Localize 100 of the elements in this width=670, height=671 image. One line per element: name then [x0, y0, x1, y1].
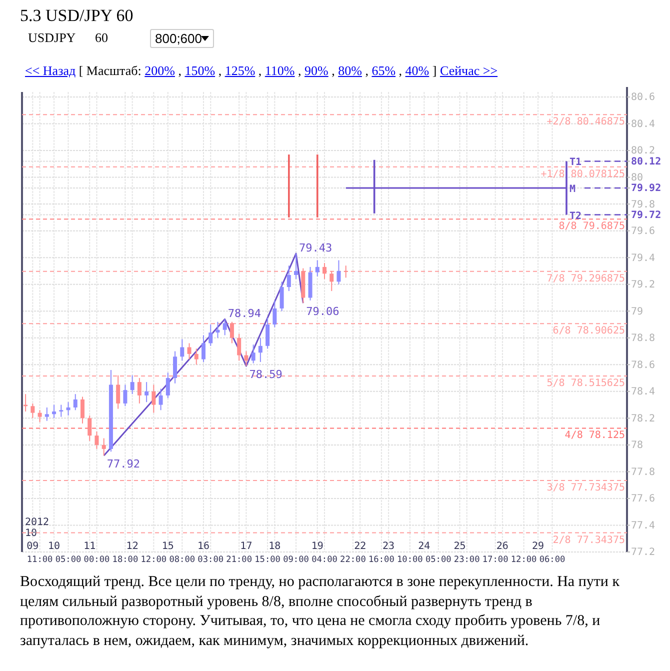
- text: ,: [258, 63, 262, 78]
- candlestick: [237, 333, 242, 362]
- text: Восходящий тренд. Все цели по тренду, но располагаются в зоне перекупленности. На пути к целям сильный разворотный уровень 8/8, вполне способный развернуть тренд в противоположную сторону. Учитывая, то, что цена не смогла сходу пробить уровень 7/8, и запуталась в нем, ожидаем, как минимум, значимых коррекционных движений.: [20, 573, 620, 650]
- x-tick-label: 03:00: [198, 555, 224, 565]
- candlestick: [116, 374, 120, 410]
- annotation: 10: [25, 528, 38, 539]
- x-tick-label: 04:00: [312, 555, 338, 565]
- candlestick: [59, 404, 64, 418]
- y-tick-label: 77.2: [631, 547, 656, 558]
- candlestick: [187, 342, 192, 360]
- text: [ Масштаб:: [78, 63, 142, 78]
- ref-line-label: 3/8 77.734375: [546, 482, 625, 494]
- candlestick: [322, 262, 326, 280]
- text: ,: [365, 63, 368, 78]
- y-tick-label: 80.12: [631, 156, 662, 168]
- candlestick: [336, 260, 341, 285]
- ref-line-label: 7/8 79.296875: [546, 273, 625, 284]
- ref-line-label: 5/8 78.515625: [546, 378, 625, 389]
- ref-line-label: +2/8 80.46875: [546, 116, 625, 128]
- candlestick: [44, 406, 49, 422]
- y-tick-label: 78.2: [631, 413, 656, 424]
- ref-line-label: M: [570, 184, 576, 195]
- candlestick: [330, 270, 334, 292]
- candlestick: [222, 318, 227, 336]
- text: 200%: [144, 63, 175, 78]
- candlestick: [202, 334, 206, 362]
- text: 65%: [372, 63, 396, 78]
- ref-line-label: 2/8 77.34375: [552, 534, 625, 546]
- candlestick: [158, 388, 163, 411]
- data-label: 78.59: [249, 368, 282, 381]
- y-tick-label: 79.92: [631, 183, 662, 194]
- x-tick-label: 24: [418, 541, 430, 552]
- y-tick-label: 77.4: [631, 520, 656, 532]
- text: USDJPY: [28, 30, 76, 46]
- x-tick-label: 23:00: [454, 555, 480, 565]
- candlestick: [244, 350, 248, 366]
- ref-line-label: 8/8 79.6875: [558, 221, 625, 232]
- x-tick-label: 00:00: [84, 555, 110, 565]
- x-tick-label: 17: [240, 541, 252, 552]
- x-tick-label: 05:00: [55, 555, 82, 565]
- candlestick: [94, 431, 99, 450]
- x-tick-label: 15:00: [254, 555, 280, 565]
- x-tick-label: 17:00: [482, 555, 508, 565]
- candlestick: [30, 402, 35, 419]
- x-tick-label: 16: [197, 541, 210, 552]
- candlestick: [137, 378, 142, 404]
- x-tick-label: 16:00: [368, 555, 394, 565]
- y-tick-label: 77.6: [631, 494, 656, 505]
- text: 90%: [304, 63, 328, 78]
- candlestick: [272, 300, 277, 328]
- dropdown-field: 800;600: [150, 29, 214, 48]
- candlestick: [208, 324, 213, 346]
- candlestick: [294, 253, 298, 280]
- x-tick-label: 19: [311, 541, 324, 552]
- candlestick: [80, 396, 84, 424]
- text: 125%: [224, 63, 256, 78]
- candlestick: [130, 374, 134, 395]
- y-tick-label: 78.4: [631, 386, 656, 398]
- x-tick-label: 12: [126, 541, 138, 552]
- x-tick-label: 22: [354, 541, 366, 552]
- candlestick: [66, 402, 70, 416]
- candlestick: [180, 338, 184, 362]
- x-tick-label: 09: [26, 541, 39, 552]
- candlestick: [280, 281, 284, 312]
- candlestick: [194, 348, 198, 366]
- candlestick: [315, 260, 320, 277]
- y-tick-label: 80.2: [631, 146, 656, 157]
- x-tick-label: 06:00: [539, 555, 566, 565]
- x-tick-label: 08:00: [169, 555, 196, 565]
- candlestick: [73, 394, 78, 411]
- x-tick-label: 05:00: [425, 555, 452, 565]
- text: 60: [95, 30, 108, 46]
- x-tick-label: 22:00: [340, 555, 366, 565]
- text: Сейчас >>: [440, 63, 498, 78]
- ref-line-label: 4/8 78.125: [564, 430, 625, 442]
- data-label: 77.92: [106, 458, 140, 471]
- data-label: 79.43: [299, 242, 332, 255]
- y-tick-label: 79.8: [631, 199, 656, 210]
- ref-line-label: 6/8 78.90625: [552, 326, 625, 337]
- text: << Назад: [25, 63, 76, 78]
- x-tick-label: 18: [268, 541, 281, 552]
- text: ,: [332, 63, 335, 78]
- candlestick: [344, 265, 348, 278]
- y-tick-label: 79.6: [631, 226, 656, 238]
- y-tick-label: 78.8: [631, 333, 656, 344]
- text: 150%: [184, 63, 216, 78]
- y-tick-label: 77.8: [631, 466, 656, 478]
- y-tick-label: 80.6: [631, 92, 656, 104]
- y-tick-label: 79: [631, 306, 644, 318]
- chart-title: 5.3 USD/JPY 60: [20, 6, 134, 26]
- y-tick-label: 79.72: [631, 210, 662, 221]
- x-tick-label: 15: [162, 541, 174, 552]
- y-tick-label: 78: [631, 440, 644, 452]
- candlestick: [152, 384, 156, 414]
- ref-line-label: T1: [570, 157, 582, 168]
- text: ,: [218, 63, 222, 78]
- x-tick-label: 11: [84, 541, 96, 552]
- y-tick-label: 80.4: [631, 118, 656, 130]
- y-tick-label: 79.4: [631, 252, 656, 264]
- y-tick-label: 79.2: [631, 280, 656, 291]
